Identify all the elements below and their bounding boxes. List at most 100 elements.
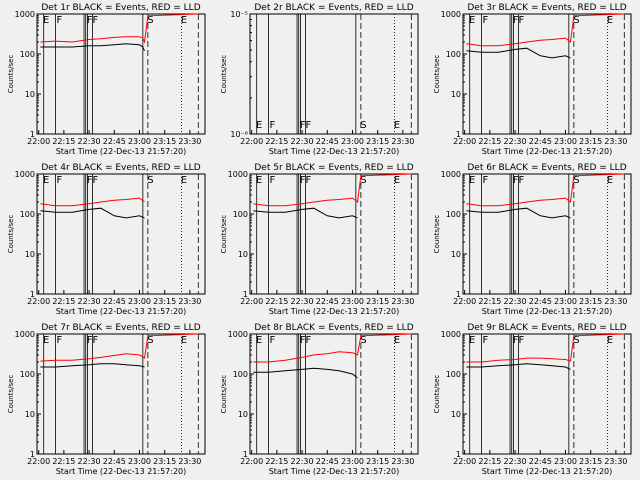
chart-panel-2: Det 2r BLACK = Events, RED = LLD 10⁻⁶ 10⁻⁵… [220,3,419,156]
x-axis-label: Start Time (22-Dec-13 21:57:20) [56,147,187,156]
y-tick-label: 100 [233,370,248,379]
y-tick-label: 1000 [15,170,35,179]
series-line-events [466,363,571,370]
x-tick-label: 23:30 [178,457,201,466]
x-tick-label: 23:00 [128,297,151,306]
x-tick-label: 22:30 [504,457,527,466]
event-marker-label: S [573,335,579,346]
event-marker-label: E [181,335,187,346]
y-tick-label: 1 [243,450,248,459]
event-marker-label: S [360,120,366,131]
x-tick-label: 22:00 [453,297,476,306]
event-marker-label: FF [513,335,525,346]
event-marker-label: FF [513,175,525,186]
series-line-lld [253,333,412,363]
y-axis-label: Counts/sec [433,375,441,414]
plot-frame [249,173,419,295]
x-tick-label: 23:30 [604,137,627,146]
chart-title: Det 2r BLACK = Events, RED = LLD [254,3,413,13]
x-axis-label: Start Time (22-Dec-13 21:57:20) [56,307,187,316]
y-tick-label: 10 [25,250,35,259]
x-tick-label: 23:15 [579,137,602,146]
chart-panel-4: Det 4r BLACK = Events, RED = LLD 1 10 100 10… [7,163,206,316]
y-tick-label: 10 [451,250,461,259]
y-tick-label: 1000 [441,330,461,339]
event-marker-label: F [269,335,275,346]
event-marker-label: FF [87,15,99,26]
plot-frame [462,333,632,455]
plot-frame [36,333,206,455]
event-marker-label: S [573,15,579,26]
y-tick-label: 10 [238,250,248,259]
y-tick-label: 100 [446,370,461,379]
x-tick-label: 22:15 [52,297,75,306]
x-tick-label: 22:30 [291,137,314,146]
event-marker-label: FF [300,120,312,131]
event-marker-label: S [147,335,153,346]
series-line-events [253,367,358,379]
plot-frame [249,333,419,455]
event-marker-label: E [394,120,400,131]
x-tick-label: 22:00 [27,297,50,306]
series-line-events [40,43,145,52]
x-tick-label: 23:00 [341,297,364,306]
x-tick-label: 23:30 [178,137,201,146]
chart-title: Det 3r BLACK = Events, RED = LLD [467,3,626,13]
x-axis-label: Start Time (22-Dec-13 21:57:20) [482,307,613,316]
x-tick-label: 23:15 [579,297,602,306]
series-line-events [40,207,145,219]
event-marker-label: E [181,175,187,186]
x-tick-label: 22:45 [529,457,552,466]
series-line-events [40,363,145,368]
x-tick-label: 22:30 [78,457,101,466]
x-axis-label: Start Time (22-Dec-13 21:57:20) [56,467,187,476]
event-marker-label: F [56,335,62,346]
series-line-lld [40,197,145,207]
x-tick-label: 23:00 [554,457,577,466]
y-tick-label: 100 [233,210,248,219]
chart-title: Det 8r BLACK = Events, RED = LLD [254,323,413,333]
y-tick-label: 1000 [228,170,248,179]
chart-title: Det 4r BLACK = Events, RED = LLD [41,163,200,173]
x-axis-label: Start Time (22-Dec-13 21:57:20) [269,307,400,316]
event-marker-label: F [482,175,488,186]
event-marker-label: FF [300,335,312,346]
x-tick-label: 22:00 [453,137,476,146]
x-tick-label: 23:00 [341,457,364,466]
event-marker-label: S [147,15,153,26]
event-marker-label: F [269,175,275,186]
x-tick-label: 23:15 [366,137,389,146]
series-line-events [466,207,571,219]
x-tick-label: 22:00 [240,457,263,466]
x-tick-label: 23:15 [153,457,176,466]
x-tick-label: 23:00 [554,297,577,306]
y-tick-label: 100 [20,370,35,379]
x-tick-label: 23:15 [579,457,602,466]
chart-title: Det 7r BLACK = Events, RED = LLD [41,323,200,333]
x-tick-label: 22:45 [529,297,552,306]
chart-panel-3: Det 3r BLACK = Events, RED = LLD 1 10 100 10… [433,3,632,156]
series-line-lld [466,333,625,363]
chart-panel-6: Det 6r BLACK = Events, RED = LLD 1 10 100 10… [433,163,632,316]
plot-frame [462,13,632,135]
chart-title: Det 1r BLACK = Events, RED = LLD [41,3,200,13]
x-tick-label: 22:15 [265,457,288,466]
x-tick-label: 22:00 [240,297,263,306]
event-marker-label: E [469,175,475,186]
x-axis-label: Start Time (22-Dec-13 21:57:20) [482,147,613,156]
y-tick-label: 1 [30,130,35,139]
y-axis-label: Counts/sec [433,215,441,254]
event-marker-label: S [573,175,579,186]
event-marker-label: E [607,15,613,26]
y-tick-label: 10 [25,410,35,419]
x-tick-label: 23:30 [604,297,627,306]
event-marker-label: S [147,175,153,186]
event-marker-label: F [482,15,488,26]
y-tick-label: 1000 [15,10,35,19]
x-tick-label: 22:00 [240,137,263,146]
y-tick-label: 1000 [441,170,461,179]
event-marker-label: E [256,175,262,186]
y-tick-label: 10 [451,90,461,99]
x-tick-label: 22:15 [52,457,75,466]
